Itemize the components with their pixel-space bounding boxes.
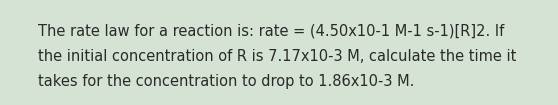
Text: The rate law for a reaction is: rate = (4.50x10-1 M-1 s-1)[R]2. If: The rate law for a reaction is: rate = (… xyxy=(38,23,504,38)
Text: takes for the concentration to drop to 1.86x10-3 M.: takes for the concentration to drop to 1… xyxy=(38,74,415,89)
Text: the initial concentration of R is 7.17x10-3 M, calculate the time it: the initial concentration of R is 7.17x1… xyxy=(38,49,516,64)
